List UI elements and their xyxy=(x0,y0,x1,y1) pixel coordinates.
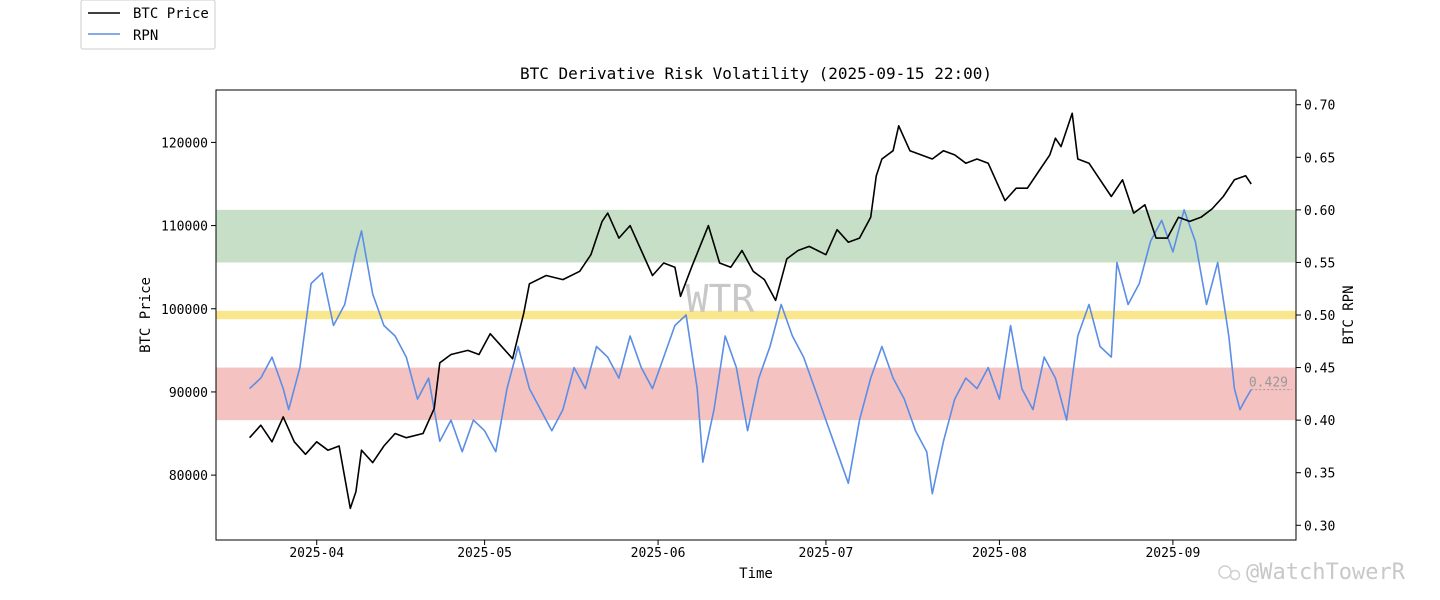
y-left-tick-label-80000: 80000 xyxy=(169,469,208,484)
series-line-btc-price xyxy=(249,112,1252,510)
x-tick-label-2025-09: 2025-09 xyxy=(1145,546,1200,561)
y-left-tick-label-90000: 90000 xyxy=(169,386,208,401)
y-right-tick-label-0.30: 0.30 xyxy=(1304,519,1335,534)
y-right-tick-label-0.35: 0.35 xyxy=(1304,467,1335,482)
y-axis-right: 0.30 0.35 0.40 0.45 0.50 0.55 0.60 0.65 0.70 xyxy=(1296,99,1335,534)
x-tick-label-2025-08: 2025-08 xyxy=(972,546,1027,561)
y-axis-right-label: BTC RPN xyxy=(1341,285,1357,344)
band-1 xyxy=(216,310,1296,320)
y-left-tick-label-120000: 120000 xyxy=(161,136,208,151)
legend: BTC Price RPN xyxy=(80,0,216,50)
x-axis: 2025-04 2025-05 2025-06 2025-07 2025-08 2025-… xyxy=(289,540,1200,561)
y-axis-left: 80000 90000 100000 110000 120000 xyxy=(161,136,216,484)
y-left-tick-label-110000: 110000 xyxy=(161,220,208,235)
watermark-wtr: WTR xyxy=(686,277,755,321)
x-tick-label-2025-04: 2025-04 xyxy=(289,546,344,561)
chart-title: BTC Derivative Risk Volatility (2025-09-… xyxy=(520,64,992,83)
y-right-tick-label-0.40: 0.40 xyxy=(1304,414,1335,429)
x-tick-label-2025-06: 2025-06 xyxy=(631,546,686,561)
brand-logo-icon xyxy=(1218,565,1241,581)
x-axis-label: Time xyxy=(739,566,773,582)
y-right-tick-label-0.55: 0.55 xyxy=(1304,256,1335,271)
band-0 xyxy=(216,209,1296,263)
series-line-rpn xyxy=(249,209,1252,495)
y-right-tick-label-0.50: 0.50 xyxy=(1304,309,1335,324)
y-right-tick-label-0.70: 0.70 xyxy=(1304,99,1335,114)
annotation-value: 0.429 xyxy=(1249,376,1288,391)
watermark-brand: @WatchTowerR xyxy=(1246,560,1406,585)
x-tick-label-2025-05: 2025-05 xyxy=(457,546,512,561)
series-layer xyxy=(249,112,1252,510)
legend-label-rpn: RPN xyxy=(133,28,158,44)
y-right-tick-label-0.45: 0.45 xyxy=(1304,362,1335,377)
legend-label-btc-price: BTC Price xyxy=(133,6,209,22)
annotation-layer: 0.429 xyxy=(1249,376,1292,391)
x-tick-label-2025-07: 2025-07 xyxy=(799,546,854,561)
y-right-tick-label-0.60: 0.60 xyxy=(1304,204,1335,219)
y-right-tick-label-0.65: 0.65 xyxy=(1304,151,1335,166)
bands-layer xyxy=(216,209,1296,421)
y-axis-left-label: BTC Price xyxy=(138,277,154,353)
y-left-tick-label-100000: 100000 xyxy=(161,303,208,318)
